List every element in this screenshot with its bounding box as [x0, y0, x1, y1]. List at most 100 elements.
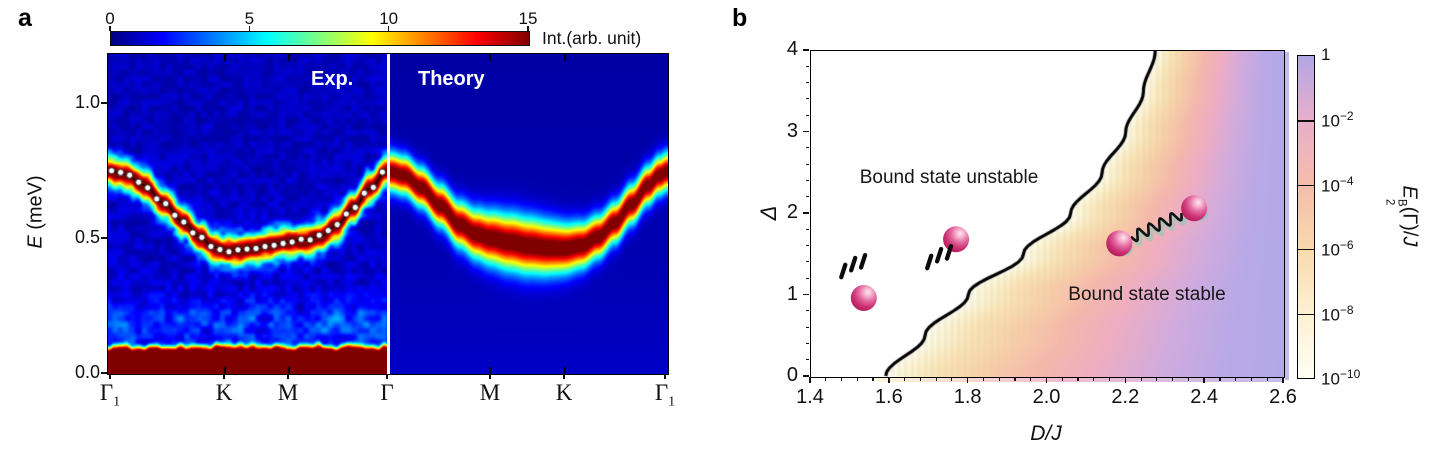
x-tick-mark [109, 374, 111, 379]
magnon-unstable [850, 284, 877, 311]
y-major-tick [803, 49, 809, 51]
colorbar-tick-label: 0 [105, 9, 115, 28]
cbar-argument: (Γ)/ [1398, 206, 1421, 237]
y-minor-tick [805, 342, 809, 344]
x-minor-tick [1108, 377, 1111, 381]
y-tick-label: 3 [786, 119, 798, 142]
x-minor-tick [1077, 377, 1079, 381]
x-tick-mark [489, 374, 491, 379]
colorbar-tick-label: 1 [1321, 45, 1331, 64]
x-major-tick [888, 377, 890, 383]
exp-heatmap-canvas [108, 54, 387, 374]
colorbar-tick-line [1298, 313, 1314, 315]
x-minor-tick [1172, 377, 1174, 381]
x-minor-tick [840, 377, 843, 381]
x-major-tick [809, 377, 811, 383]
x-tick-label: 2.4 [1190, 386, 1219, 408]
decay-dash [934, 246, 944, 264]
x-tick-mark [386, 374, 388, 379]
y-minor-tick [805, 261, 809, 263]
decay-dash [944, 244, 954, 261]
y-tick-mark [101, 237, 107, 239]
panel-a-plot: Exp. Theory [107, 53, 669, 375]
y-axis-symbol: E [24, 235, 47, 249]
y-minor-tick [805, 65, 809, 67]
kpath-label: Γ1 [99, 380, 121, 410]
x-minor-tick [1140, 377, 1142, 381]
decay-dash [925, 253, 934, 271]
kpath-label: M [277, 380, 299, 405]
y-minor-tick [805, 179, 809, 181]
colorbar-tick-label: 10−4 [1321, 173, 1354, 196]
decay-dash [858, 253, 868, 270]
x-minor-tick [825, 377, 827, 381]
y-minor-tick [805, 310, 809, 312]
kpath-label: K [215, 380, 233, 405]
x-minor-tick [1014, 377, 1016, 381]
y-tick-label: 4 [786, 38, 798, 60]
colorbar-tick-label: 15 [518, 9, 538, 28]
x-minor-tick [872, 377, 874, 381]
x-minor-tick [1187, 377, 1189, 381]
y-minor-tick [805, 245, 809, 247]
x-tick-mark [563, 374, 565, 379]
y-major-tick [803, 130, 809, 133]
y-minor-tick [805, 196, 809, 198]
y-minor-tick [805, 326, 809, 328]
colorbar-tick-mark [527, 26, 529, 31]
colorbar-tick-label: 10 [379, 9, 399, 28]
panel-b-label: b [732, 4, 748, 32]
x-major-tick [1282, 377, 1284, 383]
x-tick-label: 1.4 [796, 386, 824, 408]
panel-b-plot [810, 50, 1285, 378]
panel-a-y-axis-label: E (meV) [25, 175, 48, 248]
y-tick-label: 1.0 [74, 92, 100, 112]
y-tick-mark [101, 372, 107, 374]
y-minor-tick [805, 359, 809, 361]
theory-heatmap-canvas [390, 54, 668, 374]
x-major-tick [966, 377, 969, 383]
kpath-label: Γ [380, 380, 394, 405]
x-minor-tick [1093, 377, 1095, 381]
x-tick-label: 2.2 [1111, 386, 1140, 408]
x-tick-label: 1.8 [953, 386, 982, 408]
kpath-label: Γ1 [654, 380, 676, 410]
colorbar-tick-label: 10−8 [1321, 302, 1354, 325]
x-minor-tick [856, 377, 858, 381]
cbar-denominator: J [1398, 236, 1421, 247]
x-minor-tick [1219, 377, 1221, 381]
y-tick-label: 0.5 [74, 227, 100, 247]
y-minor-tick [805, 277, 809, 279]
magnon-stable [1181, 195, 1208, 222]
y-minor-tick [805, 98, 809, 100]
energy-colorbar [1297, 55, 1315, 379]
y-tick-label: 0 [786, 364, 798, 386]
x-tick-label: 2.0 [1032, 386, 1061, 408]
x-major-tick [1203, 377, 1205, 383]
colorbar-tick-mark [248, 26, 251, 31]
y-major-tick [803, 212, 809, 214]
x-tick-label: 1.6 [874, 386, 903, 408]
x-major-tick [1045, 377, 1048, 383]
colorbar-tick-line [1298, 249, 1314, 251]
colorbar-tick-mark [387, 26, 390, 31]
decay-dash [839, 262, 848, 280]
x-tick-mark [664, 374, 666, 379]
spring-bond [1130, 211, 1183, 243]
y-tick-label: 0.0 [74, 362, 100, 382]
kpath-label: K [555, 380, 573, 405]
colorbar-tick-line [1298, 120, 1314, 122]
colorbar-tick-label: 5 [244, 9, 255, 28]
spring-shadow [1132, 213, 1187, 247]
y-minor-tick [805, 147, 809, 149]
cbar-symbol: E [1398, 185, 1421, 199]
y-tick-label: 2 [786, 201, 798, 223]
decay-dash [849, 255, 858, 273]
phase-diagram-overlay [839, 195, 1209, 311]
x-minor-tick [998, 377, 1000, 381]
y-minor-tick [805, 163, 809, 165]
theory-label: Theory [418, 68, 485, 90]
panel-divider [387, 54, 390, 374]
